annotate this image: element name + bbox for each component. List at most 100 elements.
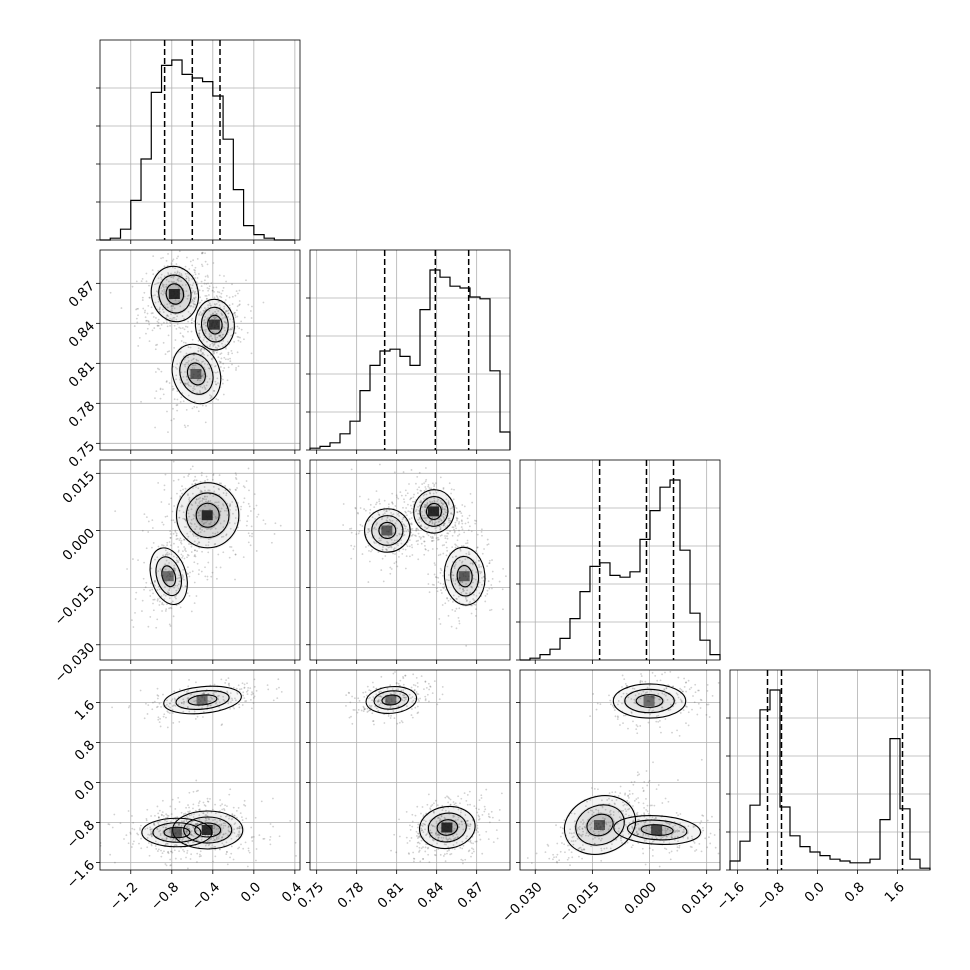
sample-point [202, 309, 205, 312]
sample-point [177, 824, 180, 826]
sample-point [411, 813, 414, 816]
sample-point [447, 532, 450, 535]
sample-point [664, 718, 667, 720]
sample-point [180, 280, 182, 283]
sample-point [198, 334, 201, 337]
sample-point [208, 489, 211, 492]
sample-point [368, 528, 371, 530]
sample-point [217, 698, 220, 701]
sample-point [423, 535, 425, 538]
panel-frame [99, 249, 301, 451]
sample-point [638, 828, 640, 831]
sample-point [170, 305, 173, 307]
sample-point [423, 505, 426, 508]
sample-point [442, 503, 444, 506]
sample-point [194, 482, 197, 485]
sample-point [166, 820, 168, 823]
sample-point [150, 834, 153, 837]
sample-point [161, 811, 164, 814]
sample-point [687, 724, 690, 727]
sample-point [491, 577, 494, 580]
sample-point [366, 707, 369, 710]
sample-point [384, 555, 387, 557]
sample-point [169, 850, 172, 853]
sample-point [161, 388, 164, 391]
sample-point [208, 333, 211, 335]
sample-point [478, 834, 481, 836]
sample-point [181, 505, 184, 508]
sample-point [419, 836, 421, 839]
sample-point [192, 803, 195, 806]
sample-point [377, 700, 380, 703]
sample-point [416, 705, 419, 708]
sample-point [466, 803, 469, 806]
sample-point [480, 530, 483, 533]
sample-point [184, 812, 187, 815]
sample-point [709, 842, 712, 845]
sample-point [463, 792, 466, 795]
sample-point [686, 836, 689, 839]
sample-point [215, 828, 218, 831]
sample-point [222, 345, 224, 348]
sample-point [194, 555, 197, 558]
sample-point [132, 626, 135, 628]
sample-point [399, 679, 402, 682]
sample-point [169, 858, 172, 861]
sample-point [374, 705, 377, 708]
sample-point [472, 842, 474, 845]
sample-point [395, 682, 398, 685]
sample-point [205, 498, 207, 501]
sample-point [432, 492, 435, 495]
sample-point [247, 847, 250, 850]
sample-point [581, 844, 584, 846]
sample-point [187, 689, 190, 692]
sample-point [350, 715, 352, 718]
sample-point [422, 814, 425, 817]
sample-point [692, 826, 695, 829]
sample-point [417, 823, 420, 826]
sample-point [113, 813, 116, 816]
sample-point [161, 852, 164, 855]
sample-point [171, 307, 173, 310]
sample-point [210, 335, 212, 338]
panel-frame [309, 459, 511, 661]
sample-point [231, 501, 234, 503]
sample-point [465, 799, 468, 802]
sample-point [190, 820, 193, 823]
sample-point [198, 323, 201, 326]
sample-point [555, 824, 557, 827]
sample-point [411, 696, 414, 698]
sample-point [173, 567, 175, 570]
sample-point [413, 688, 416, 691]
sample-point [449, 803, 452, 806]
sample-point [250, 836, 253, 839]
sample-point [166, 314, 169, 317]
sample-point [142, 577, 145, 580]
sample-point [375, 693, 378, 696]
sample-point [190, 287, 193, 290]
sample-point [214, 532, 217, 535]
sample-point [423, 819, 425, 822]
sample-point [246, 865, 249, 868]
sample-point [189, 468, 192, 471]
sample-point [378, 690, 381, 693]
sample-point [202, 339, 205, 341]
sample-point [222, 833, 225, 836]
sample-point [490, 584, 493, 586]
sample-point [367, 498, 370, 501]
sample-point [405, 525, 407, 528]
sample-point [358, 699, 361, 702]
sample-point [465, 552, 468, 555]
sample-point [220, 336, 222, 339]
sample-point [238, 703, 240, 706]
sample-point [442, 583, 445, 586]
sample-point [171, 387, 174, 390]
sample-point [678, 734, 681, 737]
sample-point [239, 336, 241, 339]
sample-point [355, 533, 358, 536]
sample-point [403, 530, 406, 533]
sample-point [162, 523, 165, 526]
sample-point [185, 856, 187, 859]
sample-point [413, 493, 415, 496]
